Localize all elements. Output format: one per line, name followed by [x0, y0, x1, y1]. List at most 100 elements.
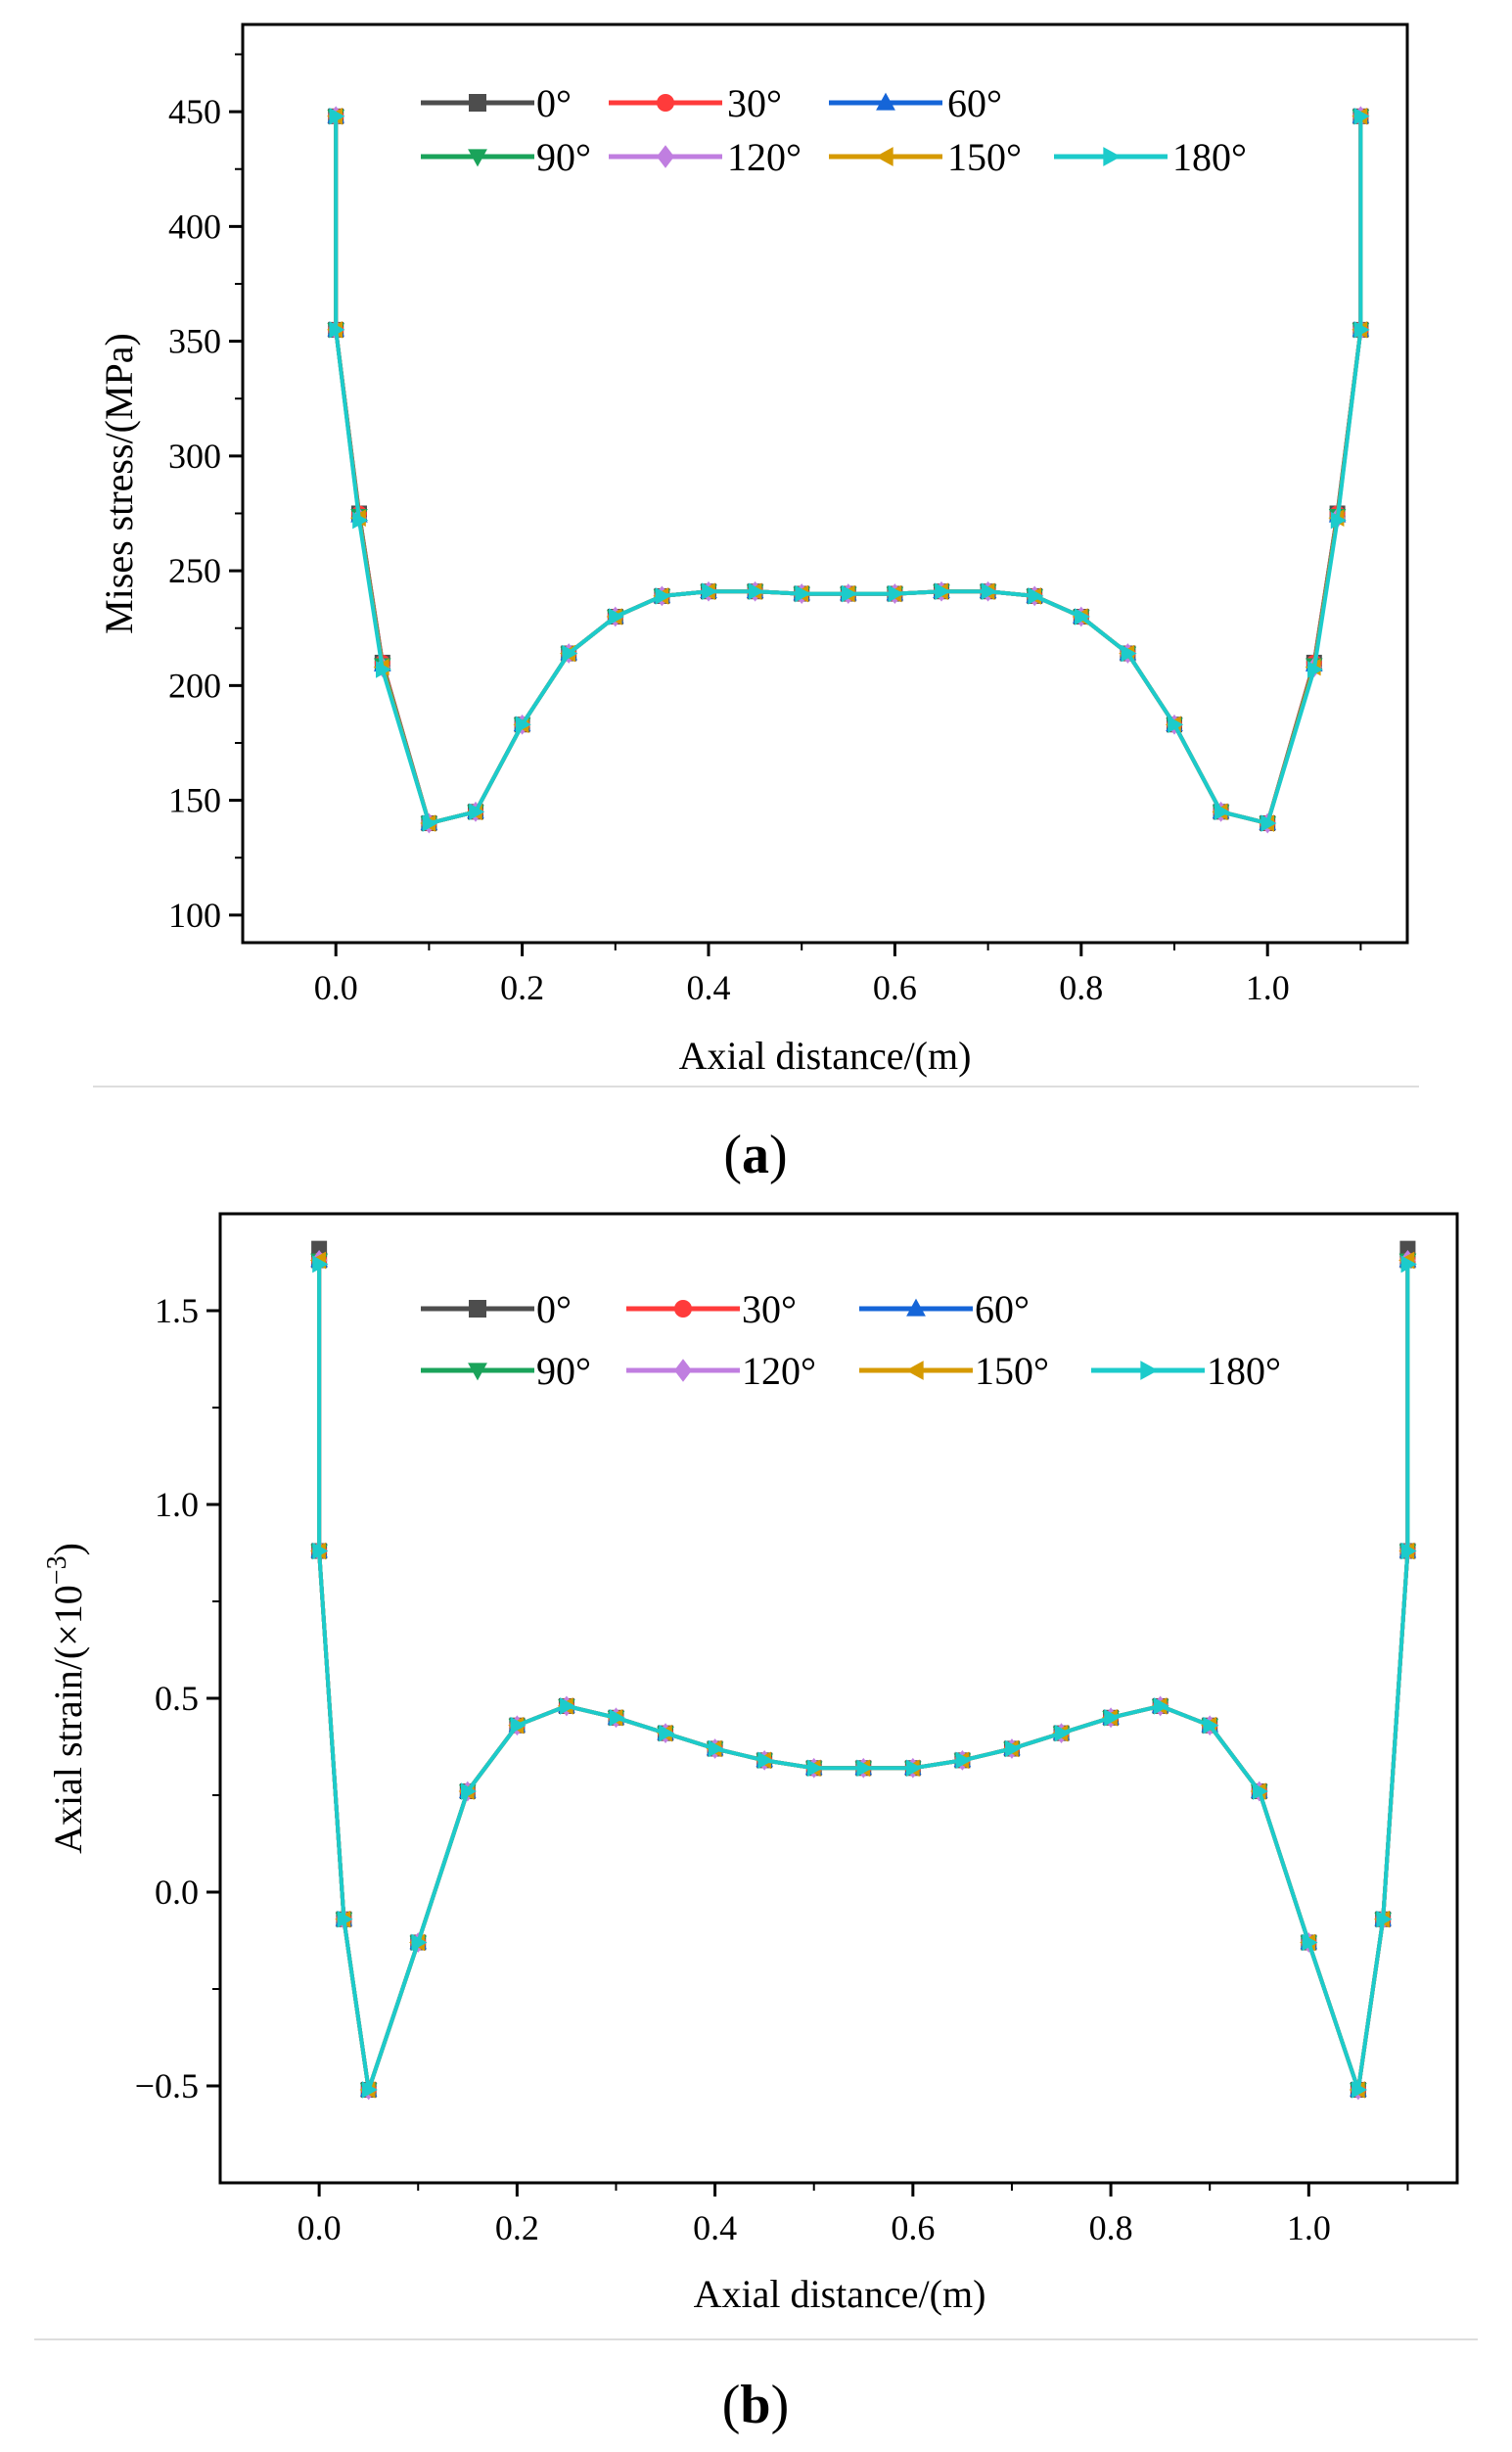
data-point-b-6 [708, 1739, 724, 1758]
y-tick-label-a: 100 [168, 896, 221, 935]
legend-marker-b-0 [469, 1300, 486, 1318]
legend-item-b-1: 30° [626, 1287, 797, 1331]
legend-item-b-4: 120° [626, 1349, 816, 1393]
data-point-a-6 [1168, 716, 1184, 734]
series-b-6 [312, 1255, 1417, 2099]
data-point-b-6 [1153, 1697, 1169, 1715]
y-tick-label-a: 450 [168, 92, 221, 131]
data-point-b-6 [361, 2081, 378, 2099]
data-point-b-6 [1054, 1724, 1071, 1742]
data-point-b-6 [461, 1782, 477, 1800]
data-point-b-0 [1399, 1240, 1416, 1257]
data-point-a-6 [981, 582, 997, 601]
data-point-a-6 [562, 644, 578, 663]
panel-letter-a: a [742, 1125, 769, 1185]
x-tick-label-b: 0.4 [693, 2208, 737, 2247]
data-point-a-6 [748, 582, 764, 601]
legend-marker-b-3 [468, 1363, 487, 1381]
legend-item-a-2: 60° [829, 81, 1002, 125]
series-a-6 [329, 108, 1370, 832]
data-point-a-6 [935, 582, 951, 601]
panel-a: 0.0 0.2 0.4 0.6 0.8 1.0 100 150 200 250 300 350 400 4… [93, 23, 1419, 1185]
series-line-a-2 [334, 116, 1363, 826]
legend-item-a-6: 180° [1054, 135, 1247, 179]
data-point-a-6 [1353, 321, 1370, 339]
data-point-a-6 [842, 584, 857, 603]
legend-marker-a-0 [469, 94, 486, 112]
series-a-3 [327, 110, 1370, 833]
data-point-a-6 [1330, 511, 1347, 530]
data-point-b-6 [1400, 1542, 1417, 1560]
legend-marker-a-4 [657, 145, 674, 168]
data-point-b-6 [560, 1697, 576, 1715]
data-point-b-6 [1203, 1716, 1219, 1735]
x-tick-label-a: 0.2 [500, 968, 544, 1007]
data-point-a-6 [1307, 661, 1323, 678]
legend-label-a-0: 0° [536, 81, 572, 125]
x-tick-label-b: 0.8 [1089, 2208, 1133, 2247]
data-point-b-6 [659, 1724, 675, 1742]
legend-label-b-4: 120° [742, 1349, 816, 1393]
data-point-a-6 [329, 108, 345, 125]
data-point-b-6 [1104, 1709, 1121, 1727]
data-point-a-6 [422, 814, 438, 832]
y-axis-title-b: Axial strain/(×10−3) [42, 1543, 90, 1854]
data-point-a-6 [1260, 814, 1277, 832]
legend-marker-b-2 [906, 1298, 926, 1317]
data-point-a-6 [329, 321, 345, 339]
x-tick-label-a: 0.8 [1059, 968, 1103, 1007]
data-point-b-6 [955, 1751, 972, 1770]
y-tick-label-b: −0.5 [135, 2066, 199, 2105]
legend-label-b-5: 150° [975, 1349, 1049, 1393]
x-tick-label-b: 1.0 [1287, 2208, 1331, 2247]
data-point-b-6 [1005, 1739, 1022, 1758]
series-line-a-5 [334, 116, 1363, 826]
legend-label-a-4: 120° [727, 135, 802, 179]
data-point-b-6 [1400, 1255, 1417, 1273]
data-point-a-6 [702, 582, 718, 601]
y-tick-label-a: 300 [168, 437, 221, 476]
legend-marker-a-1 [657, 94, 674, 112]
series-line-a-0 [334, 116, 1363, 826]
legend-marker-b-1 [674, 1300, 692, 1318]
y-tick-label-a: 350 [168, 322, 221, 361]
x-tick-label-b: 0.6 [891, 2208, 935, 2247]
series-line-a-3 [334, 116, 1363, 826]
data-point-b-6 [312, 1255, 329, 1273]
data-point-b-6 [609, 1709, 625, 1727]
legend-item-b-0: 0° [421, 1287, 572, 1331]
legend-label-b-0: 0° [536, 1287, 572, 1331]
series-a-2 [327, 107, 1370, 830]
y-axis-title-b-text: Axial strain/(×10 [46, 1585, 90, 1854]
legend-marker-a-6 [1103, 147, 1122, 166]
legend-marker-b-5 [905, 1361, 924, 1380]
data-point-a-6 [888, 584, 904, 603]
legend-marker-b-6 [1140, 1361, 1159, 1380]
data-point-b-6 [1376, 1910, 1393, 1928]
data-point-b-6 [806, 1759, 823, 1778]
series-a-0 [328, 108, 1369, 832]
plot-frame-a [241, 23, 1409, 945]
data-point-a-6 [376, 661, 391, 678]
y-tick-label-b: 1.0 [155, 1485, 199, 1524]
data-point-a-6 [469, 803, 485, 821]
legend-label-a-3: 90° [536, 135, 591, 179]
legend-label-b-3: 90° [536, 1349, 591, 1393]
y-tick-label-a: 400 [168, 207, 221, 246]
data-point-b-6 [906, 1759, 923, 1778]
legend-label-a-2: 60° [947, 81, 1002, 125]
panel-letter-b: b [740, 2375, 770, 2435]
data-point-a-6 [1353, 108, 1370, 125]
panel-caption-a: (a) [723, 1125, 787, 1185]
legend-item-b-6: 180° [1091, 1349, 1281, 1393]
legend-item-b-2: 60° [859, 1287, 1030, 1331]
data-point-b-6 [337, 1910, 353, 1928]
legend-item-a-3: 90° [421, 135, 591, 179]
legend-item-b-5: 150° [859, 1349, 1049, 1393]
data-point-b-6 [411, 1933, 428, 1952]
legend-marker-a-3 [468, 149, 487, 167]
legend-label-b-2: 60° [975, 1287, 1030, 1331]
series-a-5 [327, 108, 1368, 832]
legend-item-a-0: 0° [421, 81, 572, 125]
